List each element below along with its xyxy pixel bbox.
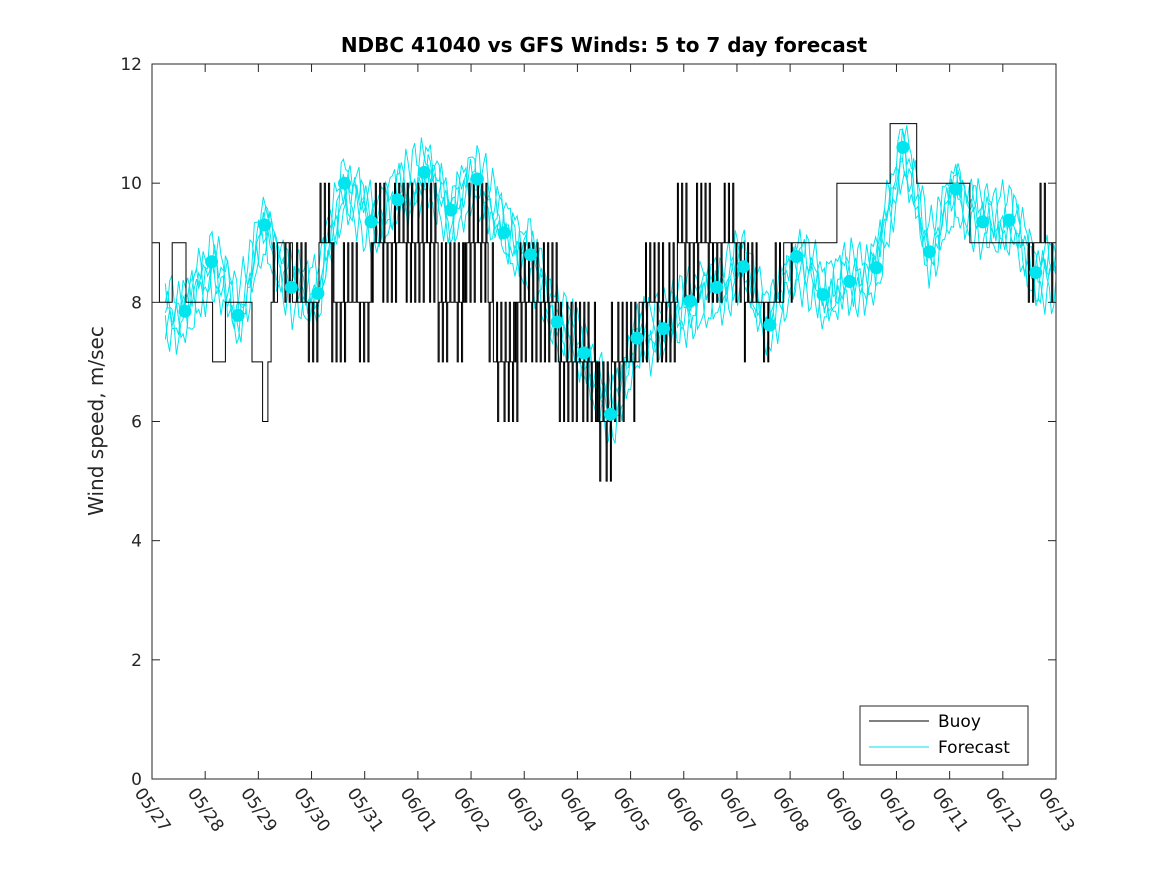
legend-buoy-label: Buoy xyxy=(938,712,981,732)
forecast-point xyxy=(524,248,538,262)
y-tick-label: 8 xyxy=(131,293,142,313)
forecast-point xyxy=(683,294,697,308)
forecast-point xyxy=(284,280,298,294)
forecast-point xyxy=(736,260,750,274)
plot-area xyxy=(152,123,1057,482)
forecast-point xyxy=(178,304,192,318)
forecast-point xyxy=(391,193,405,207)
forecast-point xyxy=(497,226,511,240)
forecast-point xyxy=(630,331,644,345)
forecast-point xyxy=(869,261,883,275)
forecast-point xyxy=(417,165,431,179)
forecast-point xyxy=(790,250,803,263)
buoy-line xyxy=(152,123,1057,482)
forecast-point xyxy=(444,203,458,217)
y-axis-label: Wind speed, m/sec xyxy=(84,326,108,516)
forecast-point xyxy=(896,140,910,154)
y-tick-label: 2 xyxy=(131,651,142,671)
forecast-point xyxy=(603,407,617,421)
forecast-point xyxy=(205,255,219,269)
forecast-point xyxy=(843,275,857,288)
forecast-point xyxy=(338,176,351,190)
forecast-point xyxy=(976,215,990,229)
legend: Buoy Forecast xyxy=(859,705,1029,766)
forecast-point xyxy=(922,245,936,259)
y-tick-label: 4 xyxy=(131,532,142,552)
y-tick-label: 10 xyxy=(120,174,142,194)
y-tick-label: 6 xyxy=(131,413,142,433)
forecast-point xyxy=(311,286,325,300)
forecast-point xyxy=(470,172,484,186)
chart-title: NDBC 41040 vs GFS Winds: 5 to 7 day fore… xyxy=(341,33,868,57)
legend-box xyxy=(859,705,1029,766)
forecast-point xyxy=(657,322,671,336)
forecast-point xyxy=(550,315,564,329)
forecast-point xyxy=(258,218,272,232)
y-tick-label: 0 xyxy=(131,770,142,790)
forecast-point xyxy=(710,280,724,294)
y-tick-label: 12 xyxy=(120,55,142,75)
forecast-point xyxy=(763,318,777,332)
forecast-point xyxy=(577,346,591,360)
forecast-point xyxy=(816,288,830,302)
forecast-point xyxy=(949,182,963,196)
forecast-point xyxy=(1002,213,1016,227)
forecast-point xyxy=(231,308,245,322)
forecast-point xyxy=(364,215,378,229)
forecast-point xyxy=(1029,266,1043,279)
legend-forecast-label: Forecast xyxy=(938,738,1010,758)
